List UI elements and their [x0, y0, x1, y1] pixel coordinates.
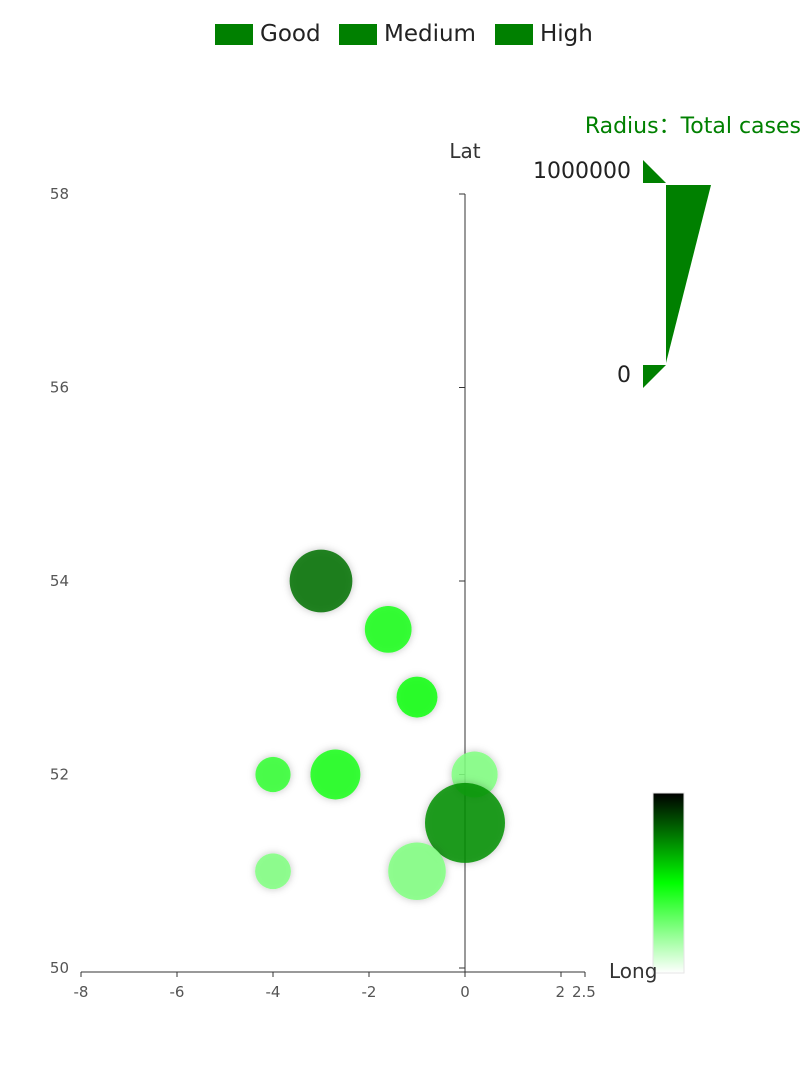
bubble-point[interactable]: [364, 606, 412, 653]
size-visualmap-bottom-handle[interactable]: [643, 365, 666, 388]
legend: Good Medium High: [215, 21, 593, 47]
x-tick-label: 2.5: [572, 983, 596, 1001]
legend-swatch-medium: [339, 24, 377, 45]
x-tick-label: 0: [460, 983, 470, 1001]
bubble-point[interactable]: [255, 756, 291, 793]
size-visualmap-min-label: 0: [617, 363, 631, 388]
x-tick-label: 2: [555, 983, 565, 1001]
y-tick-label: 54: [50, 572, 69, 590]
y-tick-label: 58: [50, 185, 69, 203]
legend-item-medium[interactable]: Medium: [339, 21, 476, 47]
legend-item-good[interactable]: Good: [215, 21, 321, 47]
color-visualmap-bar[interactable]: [652, 792, 685, 974]
axes: -8 -6 -4 -2 0 2 2.5 50 52 54 56 58 Lat Long: [50, 139, 658, 1001]
legend-swatch-good: [215, 24, 253, 45]
bubble-point[interactable]: [310, 749, 361, 800]
legend-label-medium: Medium: [384, 21, 476, 47]
y-tick-label: 56: [50, 379, 69, 397]
bubble-point[interactable]: [289, 549, 353, 613]
bubble-point[interactable]: [388, 842, 446, 901]
bubble-series: [255, 549, 505, 901]
bubble-point[interactable]: [425, 782, 505, 863]
size-visualmap-max-label: 1000000: [533, 159, 631, 184]
size-visualmap: Radius：Total cases 1000000 0: [533, 114, 801, 388]
bubble-point[interactable]: [396, 676, 438, 718]
color-visualmap: [652, 792, 685, 974]
bubble-point[interactable]: [255, 853, 291, 890]
legend-swatch-high: [495, 24, 533, 45]
y-tick-label: 50: [50, 959, 69, 977]
x-tick-label: -2: [362, 983, 377, 1001]
legend-item-high[interactable]: High: [495, 21, 593, 47]
x-tick-label: -6: [170, 983, 185, 1001]
y-tick-label: 52: [50, 766, 69, 784]
x-axis-label: Long: [609, 959, 657, 983]
size-visualmap-title: Radius：Total cases: [585, 114, 801, 139]
x-tick-label: -8: [74, 983, 89, 1001]
y-axis-label: Lat: [449, 139, 480, 163]
legend-label-high: High: [540, 21, 593, 47]
size-visualmap-wedge: [666, 185, 711, 363]
x-tick-label: -4: [266, 983, 281, 1001]
legend-label-good: Good: [260, 21, 321, 47]
size-visualmap-top-handle[interactable]: [643, 160, 666, 183]
